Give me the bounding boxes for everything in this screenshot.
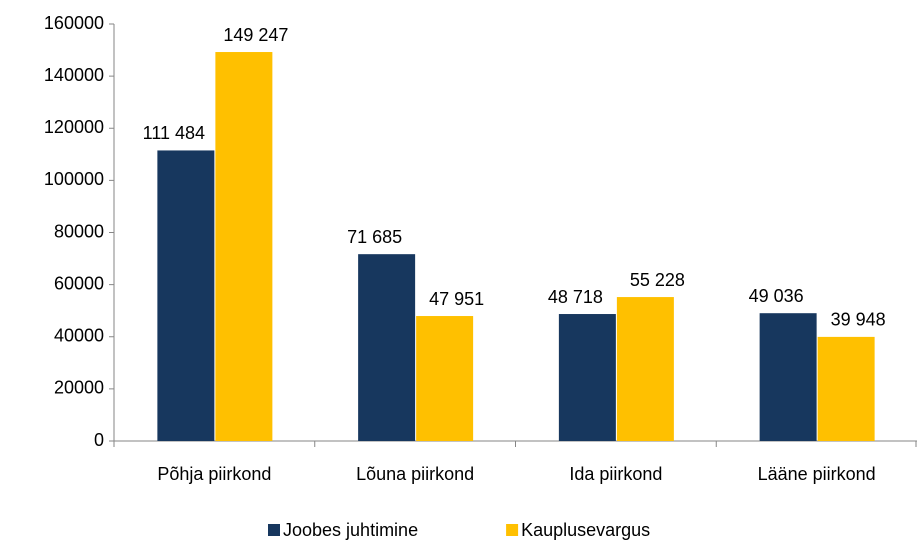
x-tick-label: Lääne piirkond <box>758 464 876 484</box>
y-tick-label: 40000 <box>54 326 104 346</box>
bar <box>416 316 474 441</box>
y-tick-label: 60000 <box>54 273 104 293</box>
value-label: 47 951 <box>429 289 484 309</box>
x-tick-label: Põhja piirkond <box>157 464 271 484</box>
bar <box>616 297 674 441</box>
x-tick-label: Lõuna piirkond <box>356 464 474 484</box>
y-tick-label: 120000 <box>44 117 104 137</box>
y-tick-label: 100000 <box>44 169 104 189</box>
value-label: 49 036 <box>749 286 804 306</box>
value-label: 48 718 <box>548 287 603 307</box>
value-label: 111 484 <box>143 123 205 143</box>
bar <box>215 52 273 442</box>
bar <box>358 254 416 441</box>
bar <box>759 313 817 441</box>
x-tick-label: Ida piirkond <box>569 464 662 484</box>
value-label: 149 247 <box>223 25 288 45</box>
legend-label: Kauplusevargus <box>521 520 650 540</box>
y-tick-label: 160000 <box>44 13 104 33</box>
legend-swatch <box>506 524 519 536</box>
bar <box>817 336 875 441</box>
value-label: 39 948 <box>831 310 886 330</box>
y-tick-label: 0 <box>94 430 104 450</box>
value-label: 71 685 <box>347 227 402 247</box>
y-tick-label: 140000 <box>44 65 104 85</box>
bar <box>157 150 215 441</box>
legend-label: Joobes juhtimine <box>283 520 418 540</box>
legend-swatch <box>268 524 280 536</box>
y-tick-label: 80000 <box>54 221 104 241</box>
bar <box>558 314 616 441</box>
y-tick-label: 20000 <box>54 378 104 398</box>
value-label: 55 228 <box>630 270 685 290</box>
